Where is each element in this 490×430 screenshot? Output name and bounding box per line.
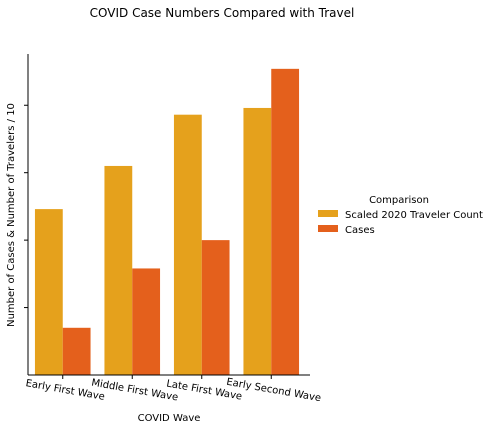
y-axis-label: Number of Cases & Number of Travelers / … [6, 103, 17, 327]
legend-title: Comparison [369, 195, 429, 206]
bar-cases-0 [62, 327, 91, 375]
legend-swatch-traveler [318, 210, 338, 217]
bar-cases-2 [201, 240, 230, 375]
bar-traveler-1 [104, 165, 133, 375]
bar-cases-3 [271, 68, 300, 375]
chart-title: COVID Case Numbers Compared with Travel [90, 6, 355, 20]
legend-label-traveler: Scaled 2020 Traveler Count [345, 210, 483, 221]
x-axis-label: COVID Wave [138, 413, 201, 424]
bar-cases-1 [132, 268, 161, 375]
legend-swatch-cases [318, 225, 338, 232]
legend: Comparison Scaled 2020 Traveler Count Ca… [318, 195, 483, 236]
bar-traveler-3 [243, 107, 272, 375]
bar-traveler-0 [34, 209, 63, 375]
legend-label-cases: Cases [345, 225, 375, 236]
bar-traveler-2 [173, 114, 202, 375]
